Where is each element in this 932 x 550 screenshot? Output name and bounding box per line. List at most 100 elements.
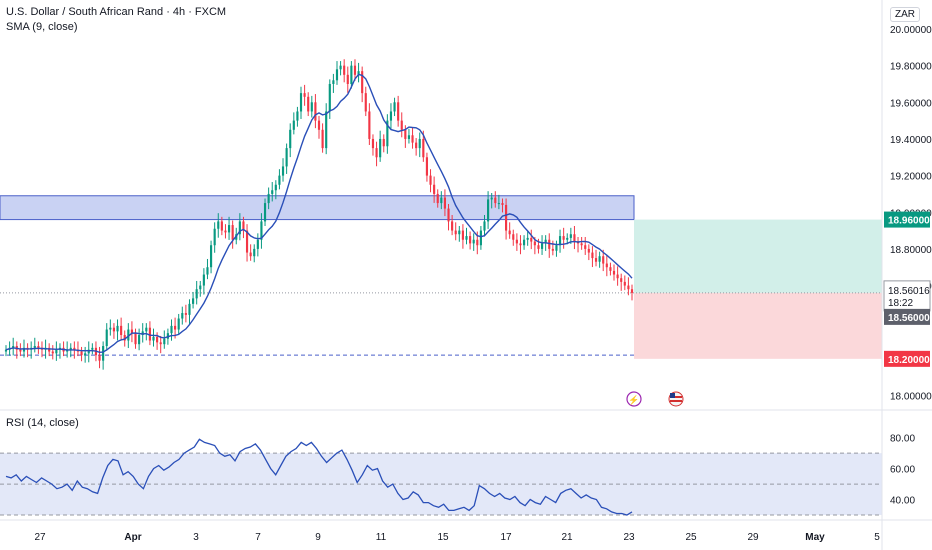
candle-body — [156, 336, 159, 343]
rsi-tick-label: 80.00 — [890, 434, 915, 445]
candle-body — [184, 313, 187, 315]
candle-body — [429, 175, 432, 185]
candle-body — [476, 239, 479, 246]
candle-body — [375, 148, 378, 158]
candle-body — [116, 325, 119, 332]
candle-body — [497, 203, 500, 205]
candle-body — [112, 327, 116, 332]
rsi-line — [5, 438, 633, 516]
candle-body — [551, 248, 554, 251]
sma-legend[interactable]: SMA (9, close) — [6, 21, 78, 33]
time-tick-label: 23 — [623, 532, 635, 543]
candle-body — [515, 239, 518, 244]
candle-body — [84, 353, 87, 356]
candle-body — [537, 245, 540, 249]
candle-body — [163, 338, 166, 345]
candle-body — [343, 65, 346, 75]
time-tick-label: 3 — [193, 532, 199, 543]
stop-price-tag: 18.20000 — [888, 355, 930, 366]
candle-body — [389, 111, 393, 121]
sma-line — [5, 73, 633, 354]
candle-body — [127, 329, 130, 341]
candle-body — [296, 111, 299, 121]
candle-body — [371, 138, 375, 149]
rsi-tick-label: 40.00 — [890, 496, 915, 507]
candle-body — [522, 239, 526, 246]
candle-body — [404, 129, 407, 139]
candle-body — [249, 252, 252, 257]
candle-body — [494, 197, 497, 204]
candle-body — [263, 203, 267, 222]
candle-body — [12, 346, 15, 348]
candle-body — [220, 221, 223, 231]
rsi-pane[interactable]: 80.00 60.00 40.00 — [0, 434, 915, 516]
candle-body — [368, 111, 371, 139]
candle-body — [591, 252, 594, 259]
entry-price-bg — [884, 308, 930, 325]
candle-body — [569, 234, 572, 238]
candle-body — [87, 349, 90, 354]
candle-body — [540, 243, 544, 249]
candle-body — [361, 71, 364, 94]
time-tick-label: 29 — [747, 532, 759, 543]
candle-body — [339, 65, 342, 70]
candle-body — [48, 347, 51, 352]
candle-body — [206, 267, 209, 275]
candle-body — [454, 230, 457, 235]
candle-body — [123, 335, 126, 341]
candle-body — [195, 289, 198, 299]
support-zone — [0, 195, 635, 221]
candle-body — [299, 93, 303, 112]
time-tick-label: 17 — [500, 532, 512, 543]
candle-body — [145, 327, 148, 332]
candle-body — [314, 102, 317, 121]
candle-body — [519, 243, 522, 246]
candle-body — [612, 270, 616, 275]
candle-body — [562, 236, 565, 240]
candle-body — [616, 274, 619, 279]
candle-body — [465, 236, 468, 240]
candle-body — [620, 278, 623, 282]
currency-badge[interactable]: ZAR — [890, 7, 920, 22]
candle-body — [289, 129, 292, 149]
candle-body — [69, 347, 72, 350]
candle-body — [170, 325, 173, 334]
candle-body — [332, 80, 335, 84]
candle-body — [328, 83, 331, 112]
candles-layer — [4, 59, 634, 370]
us-flag-stripe — [670, 400, 682, 402]
candle-body — [91, 347, 94, 350]
candle-body — [278, 175, 281, 185]
candle-body — [134, 333, 137, 345]
candle-body — [202, 274, 205, 286]
candle-body — [386, 120, 389, 147]
candle-body — [130, 329, 133, 334]
candle-body — [281, 166, 285, 176]
candle-body — [51, 351, 54, 354]
candle-body — [469, 236, 472, 244]
candle-body — [605, 263, 608, 268]
candle-body — [548, 239, 551, 249]
candle-body — [382, 138, 385, 147]
candle-body — [490, 197, 493, 200]
target-zone — [634, 219, 882, 293]
candle-body — [245, 230, 249, 253]
candle-body — [159, 342, 162, 345]
candle-body — [573, 234, 576, 242]
candle-body — [22, 347, 26, 352]
rsi-legend[interactable]: RSI (14, close) — [6, 417, 79, 429]
price-tick-label: 19.20000 — [890, 172, 932, 183]
price-tick-label: 18.80000 — [890, 245, 932, 256]
zones-layer — [0, 195, 882, 359]
events-layer[interactable]: ⚡ — [626, 391, 684, 407]
time-tick-label: Apr — [124, 532, 141, 543]
candle-body — [530, 237, 533, 242]
candle-body — [443, 197, 446, 209]
candle-body — [177, 318, 180, 330]
candle-body — [310, 102, 313, 112]
candle-body — [307, 96, 310, 112]
us-flag-canton — [670, 393, 675, 398]
candle-body — [274, 184, 277, 191]
time-tick-label: 25 — [685, 532, 697, 543]
